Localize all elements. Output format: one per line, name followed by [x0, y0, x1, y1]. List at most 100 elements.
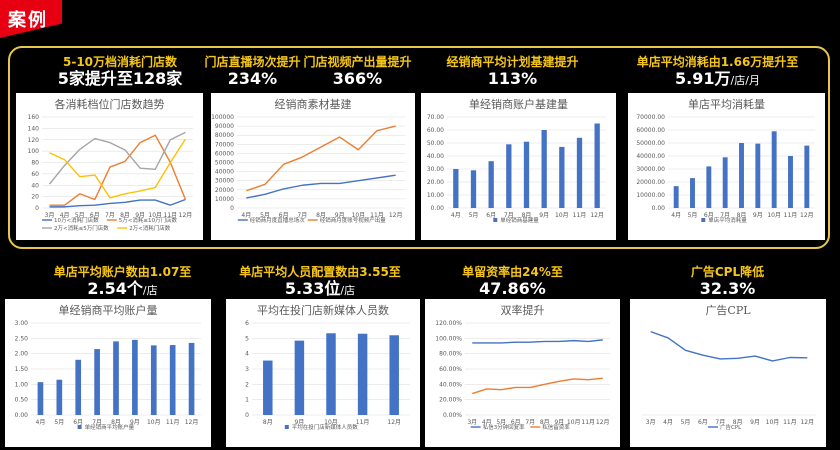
headline-8-line-1: 单留资率由24%至: [435, 265, 590, 280]
headline-text: 113%: [487, 68, 538, 88]
chart-svg: 单经销商账户基建量 0.00 10.00 20.00 30.00 40.00 50.00 60…: [427, 97, 606, 224]
y-tick-label: 60: [31, 171, 39, 178]
legend-swatch: [493, 218, 498, 222]
bar: [294, 340, 305, 415]
chart-title: 单经销商账户基建量: [469, 97, 568, 111]
bar: [56, 379, 63, 415]
y-tick-label: 30000: [215, 178, 234, 185]
bar: [771, 131, 777, 208]
y-tick-label: 0.00: [15, 412, 29, 419]
y-tick-label: 40.00%: [439, 381, 462, 388]
x-tick-label: 6月: [511, 419, 521, 426]
y-tick-label: 40.00: [427, 153, 444, 160]
y-tick-label: 80: [31, 160, 39, 167]
x-tick-label: 5月: [688, 212, 698, 219]
y-tick-label: 20.00: [427, 179, 444, 186]
headline-1-line-2: 5家提升至128家: [40, 69, 200, 88]
bar: [523, 141, 530, 208]
bar: [755, 143, 761, 208]
legend-label: 5万<消耗≤10万门店数: [119, 216, 178, 224]
headline-text: 单留资率由24%至: [462, 265, 563, 279]
y-tick-label: 2: [245, 381, 249, 388]
series-line: [246, 125, 396, 192]
headline-text: 2.54个: [87, 278, 143, 298]
x-tick-label: 10月: [148, 212, 162, 219]
x-tick-label: 6月: [90, 212, 100, 219]
chart-card-4: 单店平均消耗量 0.00 10000.00 20000.00 30000.00 40000…: [628, 93, 825, 240]
headline-text: 门店视频产出量提升: [303, 55, 412, 69]
bar: [357, 333, 368, 415]
headline-5: 单店平均消耗由1.66万提升至 5.91万/店/月: [620, 55, 815, 88]
y-tick-label: 70000.00: [636, 114, 665, 121]
y-tick-label: 2.00: [15, 351, 29, 358]
x-tick-label: 3月: [45, 212, 55, 219]
x-tick-label: 8月: [733, 419, 743, 426]
chart-card-7: 双率提升 0.00% 20.00% 40.00% 60.00% 80.00% 100.00%…: [425, 299, 620, 447]
bar: [690, 178, 695, 208]
x-tick-label: 10月: [147, 419, 161, 426]
headline-4: 经销商平均计划基建提升 113%: [425, 55, 600, 88]
chart-card-6: 平均在投门店新媒体人员数 0 1 2 3 4 5 6 8月 9月 10月 11月 12月 平均在投门店新媒…: [226, 299, 420, 447]
legend-label: 经销商月度直播总场次: [250, 216, 306, 224]
headline-6-line-2: 2.54个/店: [30, 278, 215, 298]
x-tick-label: 8月: [120, 212, 130, 219]
x-tick-label: 11月: [784, 212, 798, 219]
headline-text: 5.33位: [284, 278, 341, 298]
legend-label: 单店平均消耗量: [708, 216, 747, 224]
x-tick-label: 9月: [294, 419, 304, 426]
x-tick-label: 11月: [356, 419, 370, 426]
x-tick-label: 10月: [555, 212, 569, 219]
bar: [389, 335, 399, 415]
y-tick-label: 20: [31, 194, 39, 201]
y-tick-label: 60.00%: [439, 366, 462, 373]
headline-3-line-2: 366%: [300, 69, 415, 88]
y-tick-label: 20000: [215, 187, 234, 194]
y-tick-label: 80000: [215, 132, 234, 139]
bar: [150, 345, 157, 415]
legend-swatch: [284, 425, 289, 429]
y-tick-label: 120.00%: [435, 320, 462, 327]
y-tick-label: 40000.00: [636, 153, 665, 160]
bar: [263, 360, 273, 415]
chart-card-8: 广告CPL 3月 4月 5月 6月 7月 8月 9月 10月 11月 12月 广告CPL: [630, 299, 826, 447]
y-tick-label: 0.00: [431, 205, 445, 212]
headline-8: 单留资率由24%至 47.86%: [435, 265, 590, 298]
bar: [75, 359, 82, 415]
y-tick-label: 60000: [215, 150, 234, 157]
x-tick-label: 12月: [179, 212, 193, 219]
y-tick-label: 120: [28, 137, 40, 144]
headline-text: 单店平均消耗由1.66万提升至: [636, 55, 799, 69]
y-tick-label: 1: [245, 397, 249, 404]
headline-text: 单店平均人员配置数由3.55至: [239, 265, 401, 279]
x-tick-label: 9月: [539, 212, 549, 219]
bar: [326, 333, 336, 415]
y-tick-label: 0: [245, 412, 249, 419]
x-tick-label: 9月: [750, 419, 760, 426]
x-tick-label: 7月: [525, 419, 535, 426]
y-tick-label: 90000: [215, 123, 234, 130]
x-tick-label: 12月: [590, 212, 604, 219]
y-tick-label: 100.00%: [435, 335, 462, 342]
chart-title: 广告CPL: [705, 304, 751, 317]
y-tick-label: 160: [28, 114, 40, 121]
x-tick-label: 8月: [111, 419, 121, 426]
headline-6-line-1: 单店平均账户数由1.07至: [30, 265, 215, 280]
headline-3: 门店视频产出量提升 366%: [300, 55, 415, 88]
headline-9: 广告CPL降低 32.3%: [650, 265, 805, 298]
bar: [576, 137, 583, 208]
y-tick-label: 0: [35, 205, 39, 212]
x-tick-label: 11月: [573, 212, 587, 219]
x-tick-label: 7月: [92, 419, 102, 426]
bar: [722, 157, 728, 208]
bar: [470, 170, 477, 208]
y-tick-label: 1.50: [15, 366, 29, 373]
bar: [94, 349, 100, 415]
headline-unit: /店: [142, 283, 158, 297]
chart-title: 经销商素材基建: [275, 97, 352, 111]
x-tick-label: 11月: [370, 212, 384, 219]
chart-svg: 双率提升 0.00% 20.00% 40.00% 60.00% 80.00% 100.00%…: [435, 303, 610, 431]
chart-svg: 单店平均消耗量 0.00 10000.00 20000.00 30000.00 40000…: [636, 97, 815, 224]
headline-2-line-2: 234%: [200, 69, 305, 88]
chart-card-2: 经销商素材基建 0 10000 20000 30000 40000 50000 60000 70…: [211, 93, 415, 240]
